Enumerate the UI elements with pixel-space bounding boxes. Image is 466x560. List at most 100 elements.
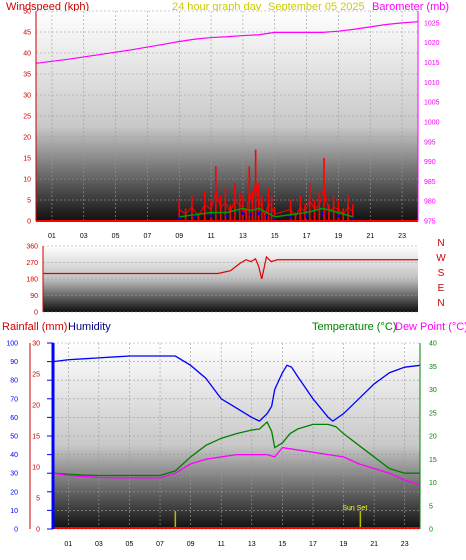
temperature-tick-label: 10 (429, 480, 437, 487)
rain-axis-ticks: 0 5 10 15 20 25 30 (32, 341, 40, 534)
time-tick-label: 01 (48, 233, 56, 240)
time-tick-label: 07 (144, 233, 152, 240)
temperature-tick-label: 15 (429, 457, 437, 464)
time-tick-label: 21 (370, 541, 378, 548)
time-tick-label: 07 (156, 541, 164, 548)
windspeed-tick-label: 10 (23, 177, 31, 184)
humidity-line (52, 355, 421, 422)
plot-background (53, 343, 420, 529)
wind-point (257, 212, 261, 215)
rain-tick-label: 10 (32, 465, 40, 472)
barometer-tick-label: 980 (424, 199, 436, 206)
dew-point-series (52, 446, 421, 486)
barometer-tick-label: 985 (424, 179, 436, 186)
time-tick-label: 11 (218, 541, 225, 548)
rain-tick-label: 20 (32, 403, 40, 410)
time-tick-label: 03 (95, 541, 103, 548)
wind-point (337, 214, 340, 218)
temperature-tick-label: 40 (429, 341, 437, 348)
time-tick-label: 01 (64, 541, 72, 548)
temperature-line (52, 420, 420, 477)
time-tick-label: 11 (207, 233, 214, 240)
time-tick-label: 09 (175, 233, 183, 240)
barometer-axis-ticks: 975 980 985 990 995 1000 1005 1010 1015 1020 1025 (424, 20, 440, 225)
sun-set-label: Sun Set (342, 505, 367, 512)
time-tick-label: 03 (80, 233, 88, 240)
rain-tick-label: 15 (32, 434, 40, 441)
sun-markers (174, 511, 362, 529)
wind-point (193, 215, 197, 219)
windspeed-tick-label: 50 (23, 9, 31, 16)
barometer-tick-label: 1000 (424, 119, 440, 126)
windspeed-tick-label: 40 (23, 51, 31, 58)
time-tick-label: 13 (239, 233, 247, 240)
time-tick-label: 05 (126, 541, 134, 548)
compass-letter: E (438, 283, 445, 294)
windspeed-tick-label: 35 (23, 72, 31, 79)
rain-tick-label: 5 (36, 496, 40, 503)
dew-point-line (52, 446, 421, 486)
temperature-tick-label: 25 (429, 410, 437, 417)
direction-tick-label: 270 (26, 260, 38, 267)
direction-tick-label: 90 (30, 293, 38, 300)
temperature-tick-label: 0 (429, 527, 433, 534)
rain-tick-label: 25 (32, 372, 40, 379)
direction-tick-label: 360 (26, 244, 38, 251)
barometer-tick-label: 975 (424, 219, 436, 226)
humidity-tick-label: 90 (10, 359, 18, 366)
wind-direction-series (43, 255, 418, 280)
temperature-tick-label: 20 (429, 434, 437, 441)
direction-tick-label: 180 (26, 277, 38, 284)
wind-direction-line (43, 255, 418, 280)
compass-letter: W (436, 253, 446, 264)
time-axis-ticks: 01 03 05 07 09 11 13 15 17 19 21 23 (48, 233, 406, 240)
wind-point (249, 213, 253, 217)
barometer-title: Barometer (mb) (372, 1, 449, 13)
time-tick-label: 23 (401, 541, 409, 548)
graph-date: September 05 2025 (268, 1, 365, 13)
direction-tick-label: 0 (34, 310, 38, 317)
wind-point (289, 215, 293, 219)
windspeed-tick-label: 20 (23, 135, 31, 142)
plot-background (36, 11, 418, 221)
windspeed-tick-label: 25 (23, 114, 31, 121)
humidity-title: Humidity (68, 321, 111, 333)
time-tick-label: 09 (187, 541, 195, 548)
barometer-series (35, 21, 419, 64)
humidity-tick-label: 50 (10, 434, 18, 441)
rain-tick-label: 30 (32, 341, 40, 348)
humidity-tick-label: 0 (14, 527, 18, 534)
temperature-tick-label: 5 (429, 503, 433, 510)
wind-point (351, 217, 355, 220)
humidity-tick-label: 60 (10, 415, 18, 422)
barometer-tick-label: 1025 (424, 20, 440, 27)
time-tick-label: 17 (309, 541, 317, 548)
wind-point (241, 212, 245, 215)
graph-period-label: 24 hour graph day (172, 1, 262, 13)
wind-point (177, 217, 181, 220)
wind-point (321, 212, 324, 215)
compass-letter: N (437, 238, 444, 249)
time-tick-label: 05 (112, 233, 120, 240)
temperature-axis-ticks: 0 5 10 15 20 25 30 35 40 (429, 341, 437, 534)
humidity-tick-label: 70 (10, 396, 18, 403)
humidity-tick-label: 100 (6, 341, 18, 348)
compass-letter: S (438, 268, 445, 279)
windspeed-tick-label: 5 (27, 198, 31, 205)
time-tick-label: 15 (278, 541, 286, 548)
humidity-tick-label: 40 (10, 452, 18, 459)
barometer-tick-label: 1015 (424, 60, 440, 67)
time-tick-label: 17 (303, 233, 311, 240)
wind-point (305, 214, 308, 218)
gridlines (36, 10, 418, 222)
temperature-series (52, 420, 420, 477)
windspeed-tick-label: 15 (23, 156, 31, 163)
humidity-tick-label: 10 (10, 508, 18, 515)
time-tick-label: 19 (340, 541, 348, 548)
wind-point (225, 214, 229, 218)
